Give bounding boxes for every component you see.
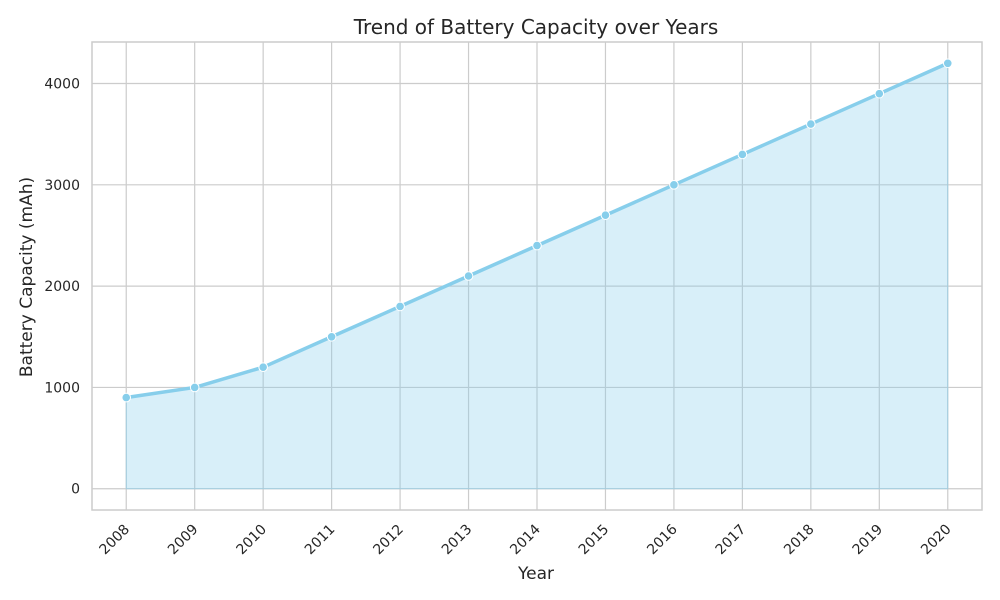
y-tick-label: 0 [71,482,80,498]
x-tick-label: 2011 [302,522,339,559]
data-point [189,382,200,393]
x-tick-label: 2009 [165,522,202,559]
chart-title: Trend of Battery Capacity over Years [353,15,719,39]
y-tick-labels: 0 1000 2000 3000 4000 [44,77,80,498]
x-tick-label: 2016 [644,521,681,558]
data-point [121,392,132,403]
x-tick-label: 2010 [233,522,270,559]
x-tick-label: 2012 [370,522,407,559]
data-point [669,180,679,190]
data-point [532,240,542,251]
x-tick-label: 2015 [576,522,613,559]
data-point [600,210,611,221]
y-tick-label: 1000 [44,380,80,396]
x-tick-label: 2014 [507,521,544,558]
x-tick-label: 2020 [918,522,955,559]
x-axis-label: Year [517,564,554,584]
data-point [395,301,405,312]
y-tick-label: 2000 [44,279,80,295]
y-axis-label: Battery Capacity (mAh) [17,177,37,377]
data-point [737,149,748,160]
data-point [942,58,953,69]
x-tick-label: 2017 [713,522,750,559]
data-point [874,88,885,99]
y-tick-label: 4000 [44,77,80,93]
x-tick-label: 2019 [850,522,887,559]
marker-layer [121,58,953,403]
data-point [806,119,816,129]
x-tick-label: 2013 [439,522,476,559]
x-tick-label: 2018 [781,522,818,559]
data-point [326,331,337,342]
data-point [258,362,268,372]
x-tick-label: 2008 [97,522,134,559]
y-tick-label: 3000 [44,178,80,194]
x-tick-labels: 2008 2009 2010 2011 2012 2013 2014 2015 2016 2017… [97,521,955,558]
data-point [463,271,474,281]
plot-frame [91,41,983,511]
